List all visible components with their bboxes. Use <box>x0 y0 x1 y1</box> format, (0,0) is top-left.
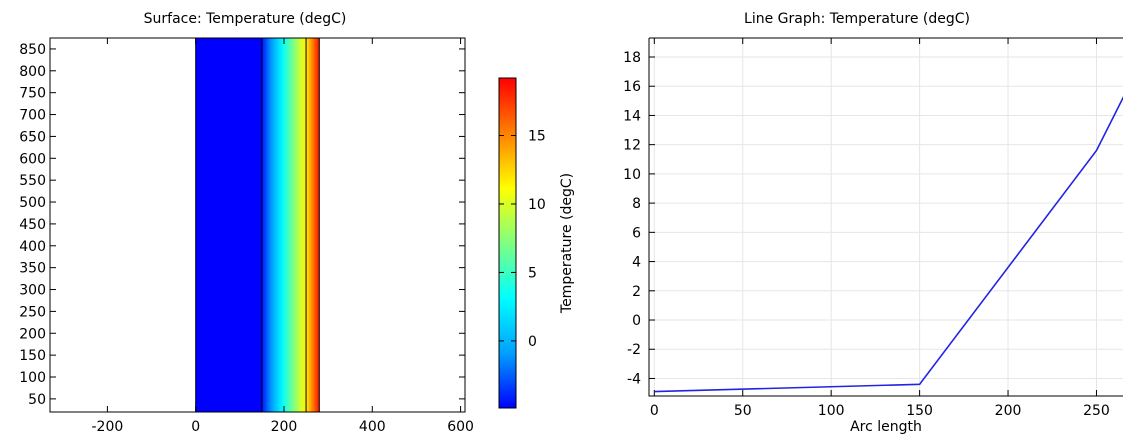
line-x-tick-label: 100 <box>818 403 845 419</box>
line-x-tick-label: 200 <box>995 403 1022 419</box>
colorbar-tick-label: 15 <box>528 129 546 145</box>
line-x-tick-label: 250 <box>1083 403 1110 419</box>
line-y-tick-label: -2 <box>627 342 641 358</box>
surface-y-tick-label: 850 <box>19 42 46 58</box>
surface-y-tick-label: 600 <box>19 151 46 167</box>
surface-y-tick-label: 350 <box>19 261 46 277</box>
colorbar-tick-label: 0 <box>528 334 537 350</box>
line-y-tick-label: 4 <box>632 255 641 271</box>
surface-x-tick-label: 0 <box>191 419 200 435</box>
line-y-tick-label: 12 <box>623 138 641 154</box>
line-x-axis-label: Arc length <box>850 419 922 435</box>
surface-y-tick-label: 650 <box>19 129 46 145</box>
colorbar-tick-label: 10 <box>528 197 546 213</box>
line-y-tick-label: 16 <box>623 79 641 95</box>
line-x-tick-label: 50 <box>734 403 752 419</box>
surface-y-tick-label: 100 <box>19 370 46 386</box>
line-grid <box>649 38 1123 396</box>
line-x-tick-label: 150 <box>906 403 933 419</box>
line-y-tick-label: 0 <box>632 313 641 329</box>
line-y-tick-label: 8 <box>632 196 641 212</box>
surface-x-tick-label: 400 <box>359 419 386 435</box>
surface-y-axis: 50 100 150 200 250 300 350 400 450 500 550 600 650 70… <box>19 42 465 408</box>
surface-plot-frame <box>49 37 466 413</box>
surface-plot <box>195 38 320 412</box>
surface-x-tick-label: 600 <box>447 419 474 435</box>
line-plot-frame <box>648 38 1123 397</box>
surface-layer-2 <box>261 38 307 412</box>
line-y-tick-label: 10 <box>623 167 641 183</box>
surface-y-tick-label: 750 <box>19 86 46 102</box>
surface-y-tick-label: 250 <box>19 304 46 320</box>
line-y-axis: -4 -2 0 2 4 6 8 10 12 14 16 18 <box>623 50 655 387</box>
surface-y-tick-label: 200 <box>19 326 46 342</box>
colorbar <box>498 77 517 409</box>
line-y-tick-label: 18 <box>623 50 641 66</box>
surface-y-tick-label: 300 <box>19 283 46 299</box>
colorbar-ticks: 0 5 10 15 <box>499 129 546 350</box>
surface-y-tick-label: 150 <box>19 348 46 364</box>
surface-y-tick-label: 450 <box>19 217 46 233</box>
line-x-axis: 0 50 100 150 200 250 <box>650 38 1110 419</box>
surface-x-tick-label: -200 <box>92 419 124 435</box>
temperature-line <box>654 96 1123 393</box>
line-y-tick-label: 14 <box>623 108 641 124</box>
line-x-tick-label: 0 <box>650 403 659 419</box>
surface-y-tick-label: 800 <box>19 64 46 80</box>
line-y-tick-label: 2 <box>632 284 641 300</box>
surface-y-tick-label: 550 <box>19 173 46 189</box>
colorbar-tick-label: 5 <box>528 265 537 281</box>
surface-y-tick-label: 500 <box>19 195 46 211</box>
surface-x-axis: -200 0 200 400 600 <box>92 38 474 435</box>
surface-chart-title: Surface: Temperature (degC) <box>144 11 347 27</box>
colorbar-label: Temperature (degC) <box>559 173 575 314</box>
surface-layer-3 <box>306 38 320 412</box>
line-y-tick-label: -4 <box>627 371 641 387</box>
line-chart-title: Line Graph: Temperature (degC) <box>744 11 970 27</box>
surface-y-tick-label: 400 <box>19 239 46 255</box>
surface-y-tick-label: 50 <box>28 392 46 408</box>
surface-x-tick-label: 200 <box>271 419 298 435</box>
surface-y-tick-label: 700 <box>19 108 46 124</box>
surface-layer-1 <box>195 38 262 412</box>
line-y-tick-label: 6 <box>632 225 641 241</box>
